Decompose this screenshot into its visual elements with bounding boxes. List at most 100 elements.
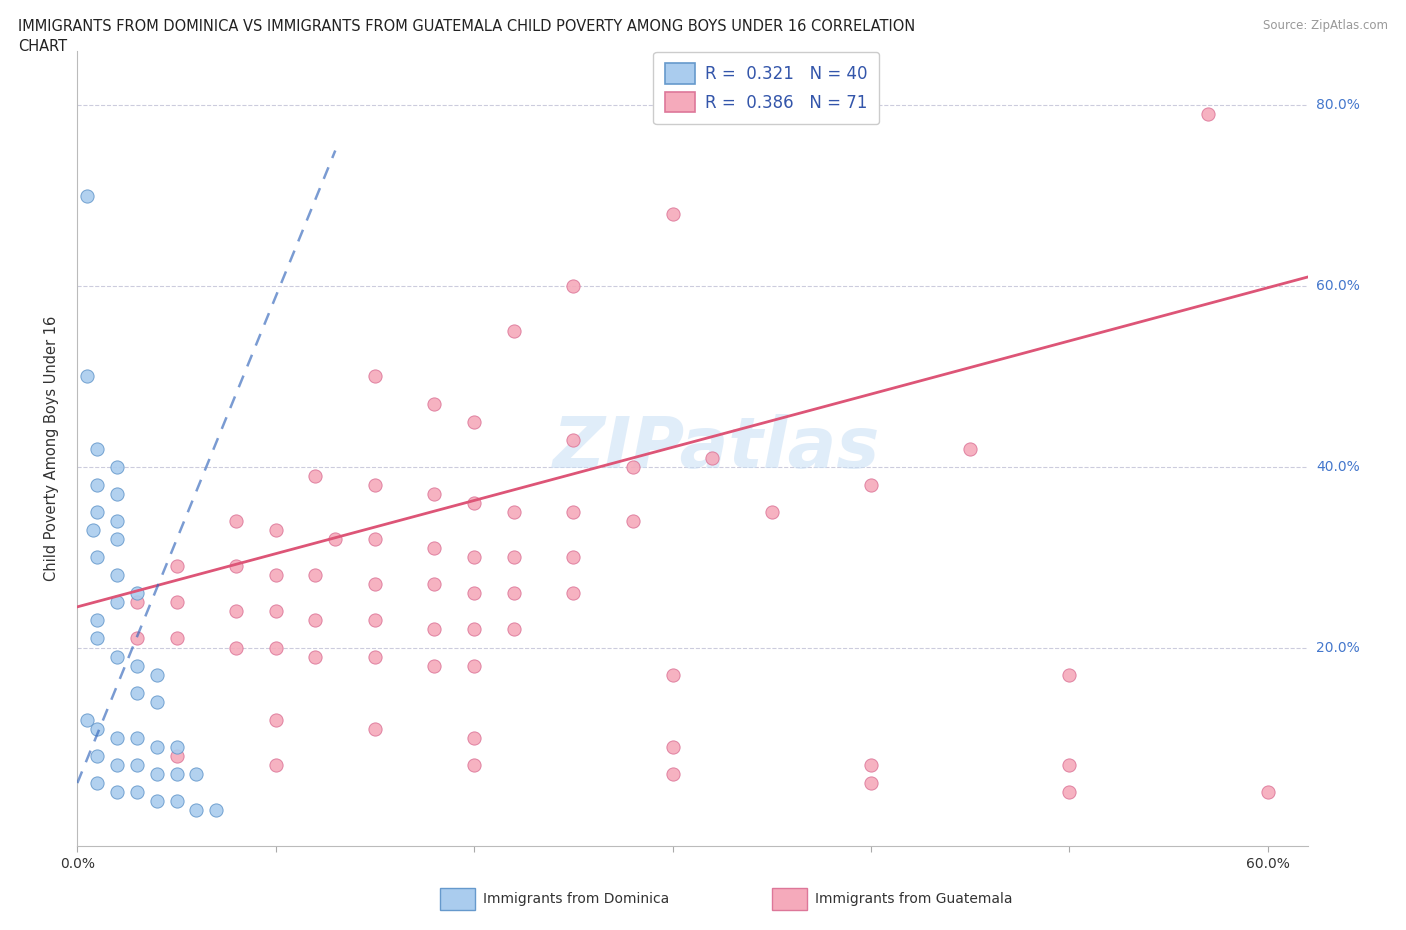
Point (502, 505, 524, 520)
Point (364, 613, 387, 628)
Point (105, 758, 128, 773)
Point (145, 667, 167, 682)
Point (166, 766, 188, 781)
Point (186, 766, 208, 781)
Point (761, 505, 783, 520)
Point (264, 604, 287, 618)
Point (145, 793, 167, 808)
Point (145, 695, 167, 710)
Point (820, 80, 842, 95)
Point (86, 505, 108, 520)
Text: 40.0%: 40.0% (1316, 459, 1360, 473)
Point (82, 523, 104, 538)
Text: Source: ZipAtlas.com: Source: ZipAtlas.com (1263, 19, 1388, 32)
Point (86, 442, 108, 457)
Point (463, 586, 485, 601)
Point (264, 568, 287, 583)
Point (304, 613, 326, 628)
Point (860, 477, 883, 492)
Point (105, 532, 128, 547)
Point (502, 550, 524, 565)
Point (225, 559, 247, 574)
Point (364, 649, 387, 664)
Point (225, 640, 247, 655)
Point (1059, 758, 1081, 773)
Point (76, 369, 98, 384)
Point (264, 523, 287, 538)
Point (702, 450, 724, 465)
Point (860, 776, 883, 790)
Point (423, 622, 446, 637)
Point (364, 722, 387, 737)
Point (145, 766, 167, 781)
Point (364, 477, 387, 492)
Point (105, 785, 128, 800)
Point (502, 622, 524, 637)
Point (76, 188, 98, 203)
Point (1059, 785, 1081, 800)
Point (621, 459, 644, 474)
Point (166, 559, 188, 574)
Point (105, 649, 128, 664)
Legend: R =  0.321   N = 40, R =  0.386   N = 71: R = 0.321 N = 40, R = 0.386 N = 71 (654, 51, 879, 124)
Point (860, 758, 883, 773)
Point (225, 604, 247, 618)
Point (463, 758, 485, 773)
Y-axis label: Child Poverty Among Boys Under 16: Child Poverty Among Boys Under 16 (44, 316, 59, 581)
Point (205, 803, 228, 817)
Point (304, 649, 326, 664)
Point (562, 432, 585, 447)
Point (105, 568, 128, 583)
Point (105, 486, 128, 501)
Bar (440, 887, 475, 910)
Point (86, 477, 108, 492)
Point (125, 595, 148, 610)
Point (562, 550, 585, 565)
Text: ZIPatlas: ZIPatlas (554, 414, 880, 484)
Point (423, 396, 446, 411)
Point (661, 766, 683, 781)
Point (661, 667, 683, 682)
Text: Immigrants from Dominica: Immigrants from Dominica (484, 892, 669, 906)
Point (304, 568, 326, 583)
Text: 20.0%: 20.0% (1316, 641, 1360, 655)
Point (423, 540, 446, 555)
Point (959, 442, 981, 457)
Point (86, 550, 108, 565)
Text: CHART: CHART (18, 39, 67, 54)
Point (562, 279, 585, 294)
Point (264, 640, 287, 655)
Point (125, 685, 148, 700)
Point (364, 369, 387, 384)
Point (661, 739, 683, 754)
Point (423, 577, 446, 591)
Point (502, 586, 524, 601)
Point (621, 513, 644, 528)
Point (125, 785, 148, 800)
Point (502, 324, 524, 339)
Point (364, 577, 387, 591)
Point (562, 505, 585, 520)
Point (125, 586, 148, 601)
Point (1059, 667, 1081, 682)
Bar (772, 887, 807, 910)
Point (76, 712, 98, 727)
Point (105, 595, 128, 610)
Point (463, 550, 485, 565)
Point (463, 622, 485, 637)
Point (166, 793, 188, 808)
Point (166, 739, 188, 754)
Point (166, 631, 188, 646)
Point (225, 513, 247, 528)
Point (264, 758, 287, 773)
Point (364, 532, 387, 547)
Text: Immigrants from Guatemala: Immigrants from Guatemala (815, 892, 1012, 906)
Point (661, 206, 683, 221)
Point (323, 532, 346, 547)
Point (125, 658, 148, 673)
Point (463, 414, 485, 429)
Point (86, 749, 108, 764)
Point (86, 613, 108, 628)
Point (86, 776, 108, 790)
Point (186, 803, 208, 817)
